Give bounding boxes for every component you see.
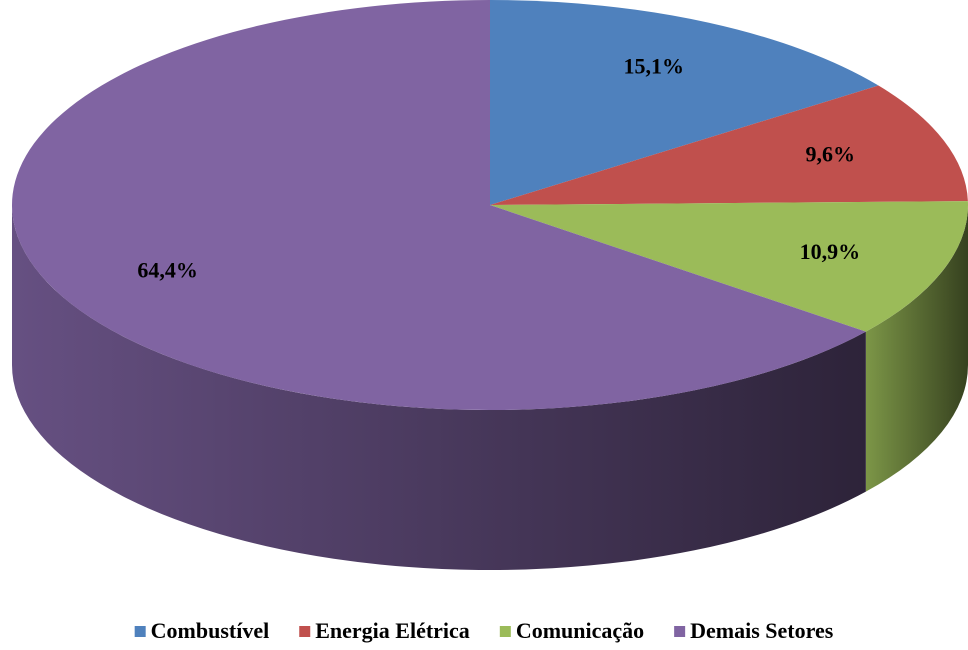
legend-swatch xyxy=(499,626,511,637)
pie-slice xyxy=(490,201,968,332)
slice-side xyxy=(865,205,968,492)
data-label: 15,1% xyxy=(624,53,685,78)
data-label: 64,4% xyxy=(137,257,198,282)
pie-slice xyxy=(490,0,879,205)
data-label: 10,9% xyxy=(800,239,861,264)
legend-label: Energia Elétrica xyxy=(315,618,470,643)
legend-swatch xyxy=(134,626,146,637)
legend-label: Comunicação xyxy=(516,618,644,643)
legend-label: Combustível xyxy=(151,618,270,643)
legend-swatch xyxy=(299,626,311,637)
legend-label: Demais Setores xyxy=(690,618,834,643)
data-label: 9,6% xyxy=(806,142,856,167)
pie-slice xyxy=(490,85,968,205)
legend-swatch xyxy=(674,626,686,637)
pie-slice xyxy=(11,0,866,410)
slice-side xyxy=(12,205,866,570)
